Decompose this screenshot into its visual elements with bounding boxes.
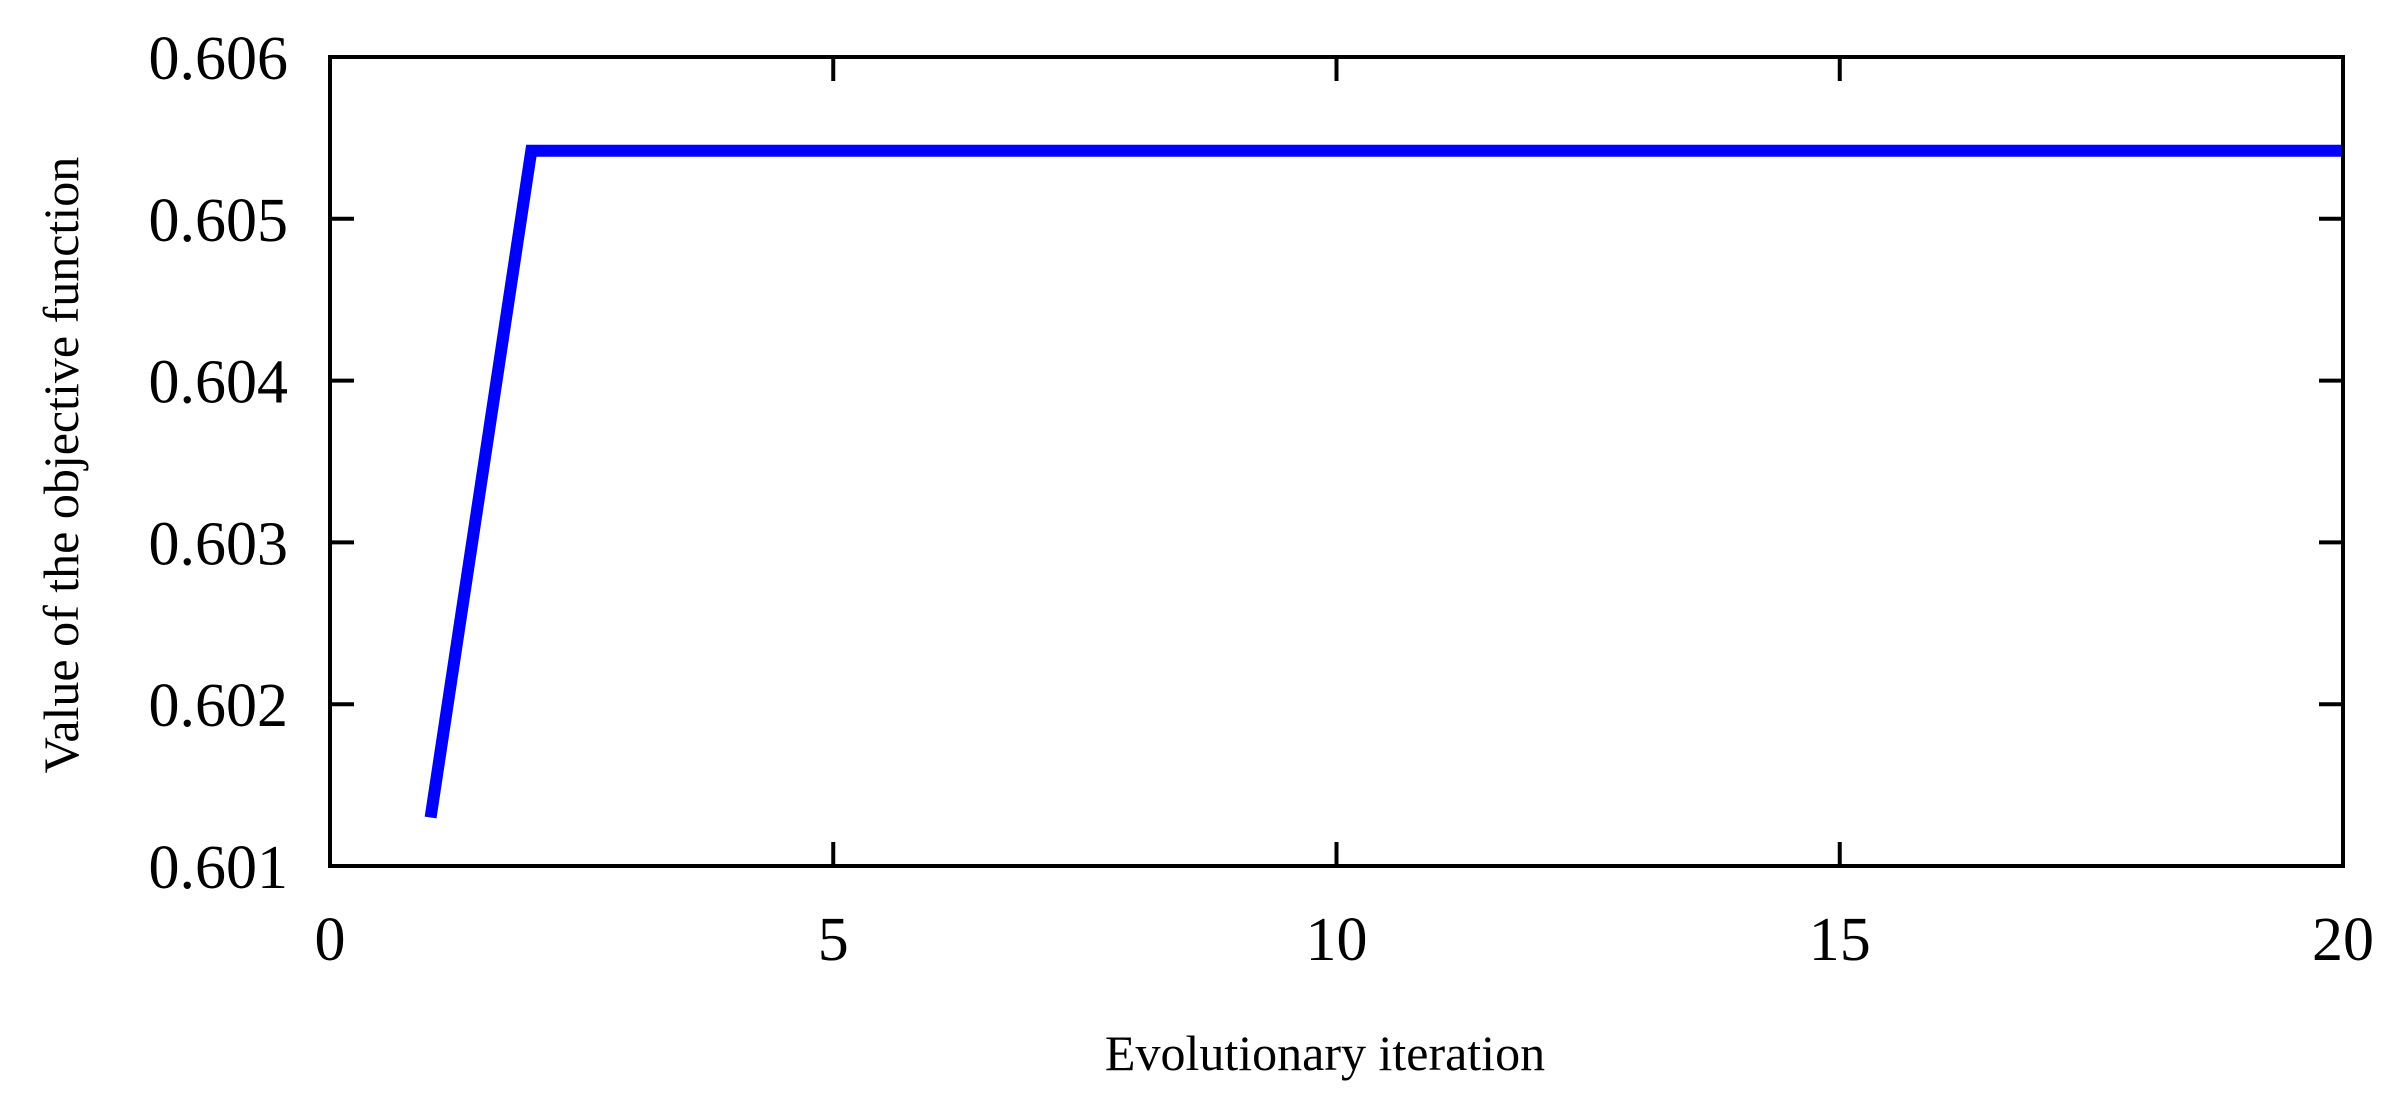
x-tick-label: 15 <box>1809 906 1871 974</box>
y-tick-labels: 0.601 0.602 0.603 0.604 0.605 0.606 <box>149 25 289 902</box>
x-tick-label: 20 <box>2312 906 2374 974</box>
y-tick-label: 0.601 <box>149 834 289 902</box>
plot-frame <box>328 55 2345 868</box>
series-line <box>424 144 2343 819</box>
x-tick-label: 0 <box>315 906 346 974</box>
x-tick-label: 5 <box>818 906 849 974</box>
y-tick-label: 0.603 <box>149 510 289 578</box>
x-axis-title: Evolutionary iteration <box>1105 1025 1545 1081</box>
x-tick-label: 10 <box>1306 906 1368 974</box>
y-axis-title: Value of the objective function <box>33 157 89 773</box>
y-tick-label: 0.604 <box>149 349 289 417</box>
y-tick-label: 0.602 <box>149 672 289 740</box>
x-tick-labels: 0 5 10 15 20 <box>315 906 2375 974</box>
y-tick-label: 0.606 <box>149 25 289 93</box>
series-layer <box>424 144 2343 819</box>
y-tick-label: 0.605 <box>149 187 289 255</box>
